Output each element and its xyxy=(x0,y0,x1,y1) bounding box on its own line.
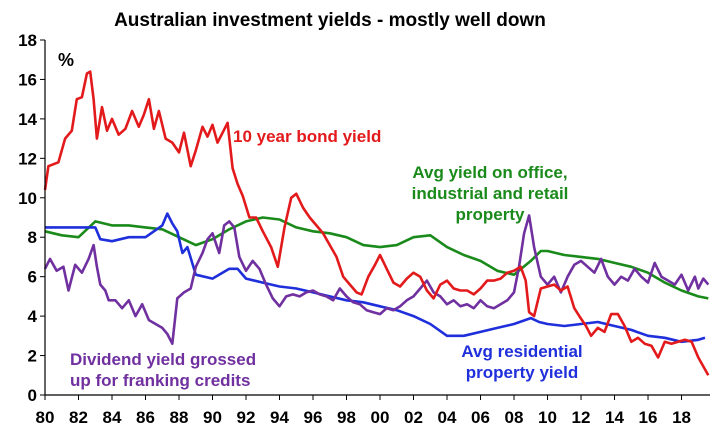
x-tick-label: 96 xyxy=(304,408,323,427)
y-tick-label: 12 xyxy=(18,149,37,168)
x-tick-label: 86 xyxy=(136,408,155,427)
label-line: 10 year bond yield xyxy=(233,127,381,146)
x-tick-label: 84 xyxy=(103,408,122,427)
y-tick-label: 14 xyxy=(18,110,37,129)
label-line: property yield xyxy=(466,363,578,382)
label-line: Avg yield on office, xyxy=(412,163,567,182)
label-line: up for franking credits xyxy=(70,371,250,390)
x-tick-label: 06 xyxy=(471,408,490,427)
label-line: property xyxy=(456,205,526,224)
y-tick-label: 18 xyxy=(18,31,37,50)
y-tick-label: 4 xyxy=(28,307,38,326)
unit-label: % xyxy=(58,50,74,70)
y-tick-label: 0 xyxy=(28,386,37,405)
residential-yield-label: Avg residential property yield xyxy=(461,342,582,382)
y-tick-label: 2 xyxy=(28,347,37,366)
x-tick-label: 00 xyxy=(371,408,390,427)
axis-lines xyxy=(44,40,710,396)
label-line: industrial and retail xyxy=(412,184,569,203)
commercial-property-label: Avg yield on office, industrial and retai… xyxy=(412,163,569,224)
dividend-yield-label: Dividend yield grossed up for franking cr… xyxy=(70,350,256,390)
x-tick-label: 98 xyxy=(337,408,356,427)
x-tick-label: 10 xyxy=(538,408,557,427)
x-tick-label: 08 xyxy=(505,408,524,427)
label-line: Dividend yield grossed xyxy=(70,350,256,369)
series-layer xyxy=(43,70,710,376)
residential-yield-line xyxy=(45,212,706,344)
x-tick-label: 02 xyxy=(404,408,423,427)
y-tick-label: 6 xyxy=(28,268,37,287)
label-line: Avg residential xyxy=(461,342,582,361)
y-tick-label: 8 xyxy=(28,228,37,247)
bond-yield-label: 10 year bond yield xyxy=(233,127,381,146)
x-tick-label: 80 xyxy=(36,408,55,427)
y-tick-label: 10 xyxy=(18,189,37,208)
x-tick-label: 16 xyxy=(639,408,658,427)
y-axis: 0 2 4 6 8 10 12 14 16 18 xyxy=(18,31,45,405)
commercial-property-yield-line xyxy=(44,216,709,300)
x-tick-label: 14 xyxy=(605,408,624,427)
x-tick-label: 82 xyxy=(69,408,88,427)
x-tick-label: 94 xyxy=(270,408,289,427)
y-tick-label: 16 xyxy=(18,70,37,89)
x-tick-label: 92 xyxy=(237,408,256,427)
x-tick-label: 90 xyxy=(203,408,222,427)
x-tick-label: 04 xyxy=(438,408,457,427)
x-tick-label: 18 xyxy=(672,408,691,427)
x-tick-label: 88 xyxy=(170,408,189,427)
x-tick-label: 12 xyxy=(572,408,591,427)
bond-yield-line xyxy=(43,70,710,376)
chart-title: Australian investment yields - mostly we… xyxy=(114,10,546,31)
x-axis: 80 82 84 86 88 90 92 94 96 98 00 02 04 06 08 10 12 14 16 18 xyxy=(36,395,691,427)
series-labels: 10 year bond yield Avg yield on office, in… xyxy=(70,127,583,390)
dividend-yield-line xyxy=(43,214,710,345)
